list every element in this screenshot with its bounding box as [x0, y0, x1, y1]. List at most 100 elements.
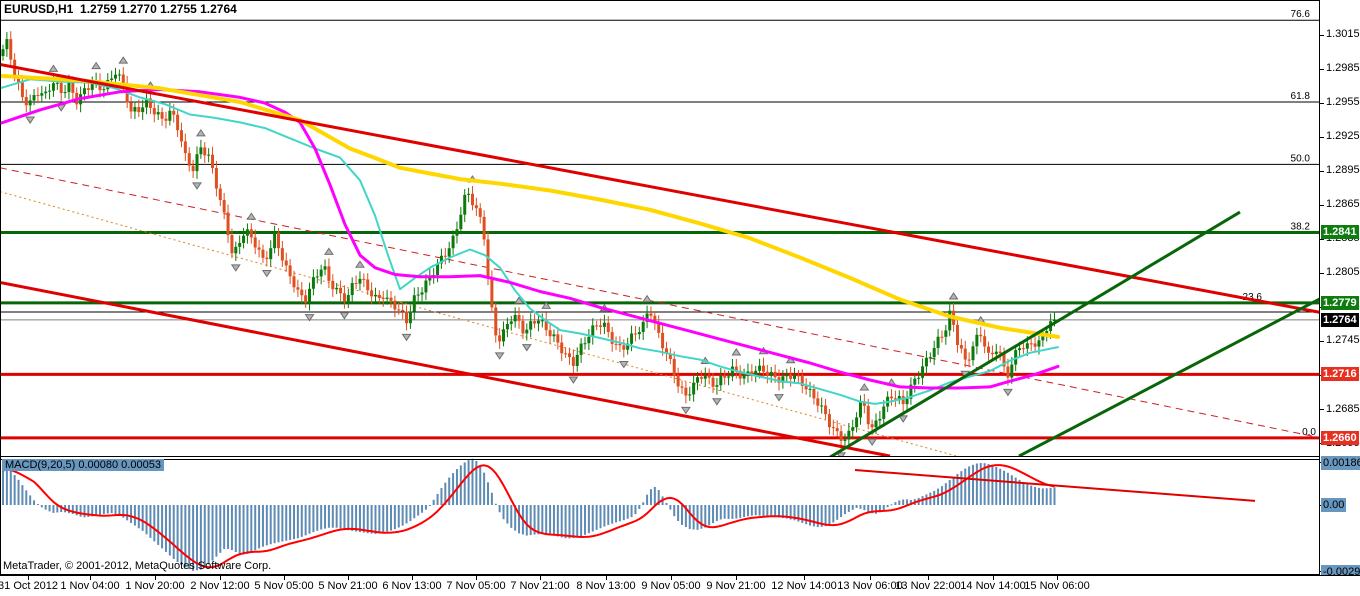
- macd-histogram-bar: [246, 505, 249, 555]
- macd-histogram-bar: [320, 505, 323, 530]
- macd-histogram-bar: [859, 505, 862, 509]
- macd-histogram-bar: [743, 505, 746, 518]
- candle-up: [936, 336, 940, 348]
- macd-histogram-bar: [987, 464, 990, 505]
- macd-histogram-bar: [754, 505, 757, 516]
- candle-up: [141, 107, 145, 113]
- candle-up: [114, 74, 118, 79]
- macd-histogram-bar: [591, 505, 594, 532]
- candle-up: [82, 88, 86, 95]
- fractal-down-icon: [774, 394, 784, 402]
- macd-histogram-bar: [545, 505, 548, 535]
- time-axis-label: 1 Nov 20:00: [125, 580, 185, 592]
- candle-up: [156, 112, 160, 115]
- candle-down: [983, 336, 987, 347]
- macd-histogram-bar: [1053, 487, 1056, 505]
- candle-up: [858, 401, 862, 418]
- macd-histogram-bar: [1049, 487, 1052, 505]
- macd-histogram-bar: [455, 469, 458, 505]
- macd-histogram-bar: [840, 505, 843, 518]
- fractal-up-icon: [195, 128, 206, 137]
- candle-up: [373, 294, 377, 297]
- candle-down: [187, 153, 191, 166]
- macd-histogram-bar: [824, 505, 827, 527]
- candle-down: [824, 405, 828, 415]
- macd-histogram-bar: [952, 476, 955, 505]
- macd-histogram-bar: [114, 505, 117, 515]
- macd-histogram-bar: [704, 505, 707, 528]
- macd-histogram-bar: [75, 505, 78, 516]
- fib-level-label: 23.6: [1243, 292, 1263, 303]
- macd-histogram-bar: [793, 505, 796, 521]
- macd-histogram-bar: [211, 505, 214, 561]
- candle-down: [661, 332, 665, 349]
- fractal-up-icon: [91, 61, 102, 70]
- candle-up: [536, 320, 540, 324]
- time-axis-tick: [736, 576, 737, 580]
- macd-pane[interactable]: [2, 458, 1256, 571]
- trendline-green-rising-shallow: [1018, 297, 1319, 456]
- macd-histogram-bar: [906, 499, 909, 505]
- macd-histogram-bar: [9, 470, 12, 505]
- macd-histogram-bar: [285, 505, 288, 541]
- macd-histogram-bar: [549, 505, 552, 535]
- candle-down: [668, 353, 672, 359]
- time-axis[interactable]: 31 Oct 2012 1 Nov 04:00 1 Nov 20:00 2 Nov 1…: [0, 575, 1360, 596]
- chart-canvas[interactable]: 76.6 61.8 50.0 38.2 23.6 0.0: [0, 0, 1360, 575]
- price-axis[interactable]: 1.3015 1.2985 1.2955 1.2925 1.2895 1.2865 1.28…: [1320, 0, 1360, 579]
- macd-histogram-bar: [715, 505, 718, 521]
- macd-histogram-bar: [735, 505, 738, 519]
- macd-histogram-bar: [219, 505, 222, 553]
- candle-down: [866, 405, 870, 425]
- candle-up: [602, 322, 606, 327]
- candle-down: [963, 348, 967, 360]
- candle-up: [44, 91, 48, 94]
- candle-up: [587, 336, 591, 344]
- candle-down: [296, 287, 300, 290]
- macd-histogram-bar: [611, 505, 614, 524]
- main-chart-pane[interactable]: 76.6 61.8 50.0 38.2 23.6 0.0: [0, 9, 1360, 462]
- candle-up: [641, 321, 645, 333]
- macd-histogram-bar: [1022, 481, 1025, 505]
- macd-histogram-bar: [366, 505, 369, 534]
- candle-up: [1, 49, 5, 56]
- macd-histogram-bar: [102, 505, 105, 514]
- candle-down: [835, 428, 839, 432]
- macd-histogram-bar: [514, 505, 517, 531]
- macd-histogram-bar: [316, 505, 319, 531]
- candle-down: [556, 334, 560, 343]
- macd-histogram-bar: [638, 505, 641, 509]
- macd-histogram-bar: [153, 505, 156, 542]
- macd-histogram-bar: [207, 505, 210, 565]
- candle-down: [979, 334, 983, 337]
- fractal-up-icon: [118, 56, 129, 64]
- macd-histogram-bar: [665, 502, 668, 505]
- candle-down: [342, 293, 346, 302]
- candle-down: [1029, 343, 1033, 345]
- fractal-up-icon: [541, 301, 552, 309]
- macd-histogram-bar: [739, 505, 742, 518]
- macd-histogram-bar: [646, 494, 649, 505]
- candle-up: [311, 277, 315, 289]
- macd-histogram-bar: [110, 505, 113, 514]
- candle-up: [467, 193, 471, 195]
- candle-up: [994, 351, 998, 355]
- candle-up: [975, 334, 979, 347]
- candle-down: [734, 366, 738, 371]
- candle-down: [610, 332, 614, 344]
- macd-histogram-bar: [506, 505, 509, 524]
- macd-histogram-bar: [487, 482, 489, 505]
- macd-histogram-bar: [894, 502, 897, 505]
- macd-histogram-bar: [382, 505, 385, 533]
- candle-up: [808, 388, 812, 390]
- candle-up: [195, 154, 199, 172]
- candle-up: [145, 98, 149, 108]
- time-axis-label: 6 Nov 13:00: [382, 580, 442, 592]
- price-tag-red: 1.2660: [1321, 430, 1359, 445]
- macd-histogram-bar: [816, 505, 819, 528]
- macd-histogram-bar: [649, 489, 652, 505]
- macd-histogram-bar: [273, 505, 276, 544]
- price-tag-black: 1.2764: [1321, 312, 1359, 327]
- candle-up: [583, 343, 587, 345]
- candle-down: [789, 374, 793, 379]
